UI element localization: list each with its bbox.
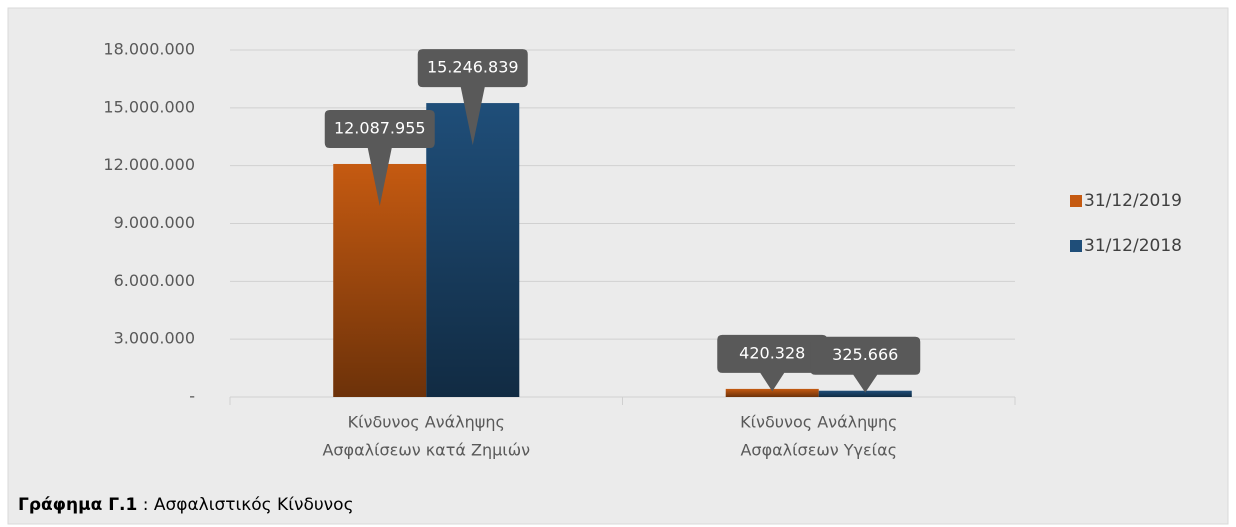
y-tick-label: 9.000.000 [114, 213, 195, 232]
caption-label: Γράφημα Γ.1 [18, 495, 137, 515]
legend-label: 31/12/2018 [1084, 236, 1182, 256]
y-tick-label: 18.000.000 [103, 40, 195, 59]
y-tick-label: - [189, 387, 195, 406]
label-callout [417, 49, 528, 146]
data-label: 15.246.839 [427, 58, 519, 77]
y-tick-label: 6.000.000 [114, 271, 195, 290]
bar-shade [818, 390, 912, 397]
x-tick-label: Ασφαλίσεων Υγείας [740, 441, 897, 460]
legend-swatch [1070, 195, 1082, 207]
label-callout [717, 334, 828, 392]
data-label: 420.328 [739, 343, 805, 362]
legend-swatch [1070, 240, 1082, 252]
data-label: 12.087.955 [334, 118, 426, 137]
caption: Γράφημα Γ.1 : Ασφαλιστικός Κίνδυνος [18, 495, 354, 515]
bar-shade [426, 103, 520, 397]
x-tick-label: Ασφαλίσεων κατά Ζημιών [322, 441, 530, 460]
bar-shade [725, 388, 819, 397]
data-label: 325.666 [832, 345, 898, 364]
y-tick-label: 3.000.000 [114, 329, 195, 348]
x-tick-label: Κίνδυνος Ανάληψης [740, 413, 897, 432]
y-tick-label: 12.000.000 [103, 155, 195, 174]
y-tick-label: 15.000.000 [103, 97, 195, 116]
label-callout [810, 336, 921, 393]
caption-text: : Ασφαλιστικός Κίνδυνος [143, 495, 354, 515]
x-tick-label: Κίνδυνος Ανάληψης [348, 413, 505, 432]
chart-background [7, 7, 1229, 525]
legend-label: 31/12/2019 [1084, 191, 1182, 211]
label-callout [324, 109, 435, 206]
